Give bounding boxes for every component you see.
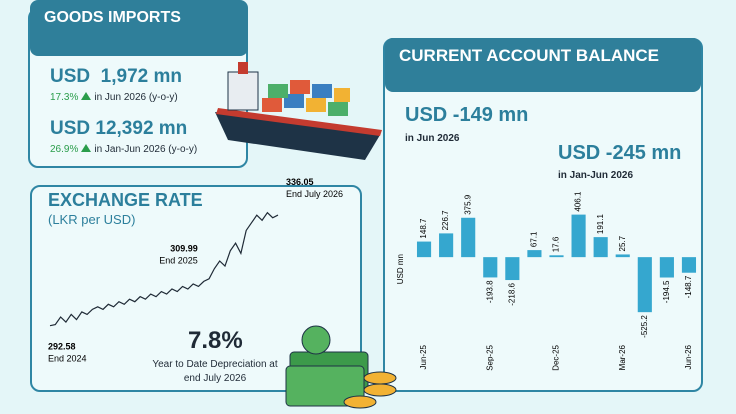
value-label: -193.8 [485, 280, 494, 303]
value-label: 148.7 [419, 218, 428, 239]
value-label: -525.2 [640, 315, 649, 338]
bar [659, 257, 674, 278]
annotation-value: 292.58 [48, 342, 76, 352]
value-label: 226.7 [441, 210, 450, 231]
goods-title: GOODS IMPORTS [30, 0, 248, 56]
bar [549, 255, 564, 258]
annotation-value: 309.99 [170, 243, 198, 253]
bar [637, 257, 652, 313]
exchange-title: EXCHANGE RATE [48, 190, 203, 210]
current-account-card [383, 38, 703, 392]
change: 26.9% [50, 144, 79, 155]
value-label: 25.7 [618, 235, 627, 251]
ca-cumulative-value: USD -245 mn [558, 142, 682, 164]
value-label: 375.9 [463, 194, 472, 215]
bar [483, 257, 498, 278]
x-tick-label: Sep-25 [485, 344, 494, 370]
annotation-value: 336.05 [286, 177, 314, 187]
exchange-line [49, 211, 279, 327]
annotation-label: End 2025 [159, 255, 198, 265]
period: in Jun 2026 (y-o-y) [94, 92, 178, 103]
ca-cumulative-period: in Jan-Jun 2026 [558, 170, 634, 181]
bar [615, 254, 630, 258]
x-tick-label: Jun-26 [684, 344, 693, 369]
value-label: -218.6 [507, 282, 516, 305]
y-axis-label: USD mn [396, 254, 405, 284]
value-label: 67.1 [530, 231, 539, 247]
x-tick-label: Dec-25 [552, 344, 561, 370]
bar [527, 250, 542, 258]
value-label: 406.1 [574, 191, 583, 212]
period: in Jan-Jun 2026 (y-o-y) [94, 144, 198, 155]
goods-cumulative-value: USD 12,392 mn [50, 118, 188, 139]
value-label: -148.7 [684, 275, 693, 298]
annotation-label: End July 2026 [286, 189, 343, 199]
change: 17.3% [50, 92, 79, 103]
goods-cumulative-change: 26.9% in Jan-Jun 2026 (y-o-y) [50, 144, 197, 155]
depreciation-label: Year to Date Depreciation at end July 20… [152, 359, 278, 384]
value-label: -194.5 [662, 280, 671, 303]
bar [461, 217, 476, 258]
ca-monthly-value: USD -149 mn [405, 104, 529, 126]
bar [439, 233, 454, 258]
x-tick-label: Jun-25 [419, 344, 428, 369]
ship-icon [215, 62, 382, 160]
money-icon [285, 325, 397, 409]
ca-monthly-period: in Jun 2026 [405, 133, 460, 144]
depreciation-value: 7.8% [188, 327, 243, 354]
bar [505, 257, 520, 281]
bar [416, 241, 432, 258]
x-tick-label: Mar-26 [618, 344, 627, 370]
current-account-title: CURRENT ACCOUNT BALANCE [385, 38, 701, 92]
value-label: 17.6 [552, 236, 561, 252]
bar [681, 257, 697, 273]
goods-monthly-value: USD 1,972 mn [50, 66, 182, 87]
value-label: 191.1 [596, 214, 605, 235]
goods-monthly-change: 17.3% in Jun 2026 (y-o-y) [50, 92, 178, 103]
exchange-subtitle: (LKR per USD) [48, 212, 136, 227]
annotation-label: End 2024 [48, 354, 87, 364]
bar [593, 237, 608, 258]
bar [571, 214, 586, 258]
